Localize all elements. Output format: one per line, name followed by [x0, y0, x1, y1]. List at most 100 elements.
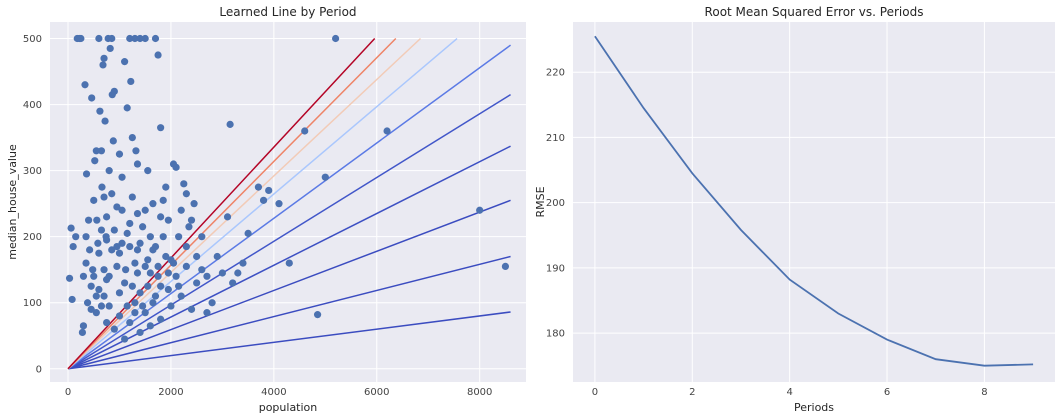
data-point [69, 242, 77, 251]
data-point [187, 305, 196, 313]
scatter-plot-area [50, 22, 526, 382]
y-tick-label: 0 [36, 364, 42, 375]
data-point [213, 252, 221, 261]
data-point [110, 87, 118, 95]
data-point [167, 302, 175, 310]
data-point [123, 302, 131, 310]
data-point [132, 147, 140, 155]
learned-line-period-7 [67, 37, 422, 370]
data-point [301, 127, 309, 135]
data-point [121, 58, 129, 66]
rmse-y-ticks: 180 190 200 210 220 [546, 68, 565, 340]
data-point [123, 229, 131, 237]
data-point [126, 34, 134, 43]
x-tick-label: 0 [65, 387, 71, 398]
data-point [285, 259, 293, 267]
data-point [77, 34, 85, 43]
data-point [110, 325, 118, 333]
data-point [180, 180, 188, 188]
data-point [229, 279, 237, 287]
data-point [108, 190, 116, 198]
data-point [97, 302, 106, 310]
rmse-title: Root Mean Squared Error vs. Periods [705, 5, 924, 19]
data-point [110, 226, 118, 234]
data-point [313, 311, 322, 319]
data-point [94, 239, 102, 247]
rmse-plot-area [573, 22, 1055, 382]
y-tick-label: 190 [546, 263, 565, 274]
data-point [91, 157, 99, 165]
data-point [151, 292, 160, 300]
data-point [198, 266, 206, 274]
data-point [101, 117, 109, 125]
learned-line-period-1 [67, 255, 511, 370]
data-point [136, 239, 144, 247]
data-point [164, 269, 172, 277]
data-point [162, 252, 170, 261]
data-point [82, 170, 91, 178]
data-point [106, 44, 114, 53]
data-point [123, 104, 131, 112]
scatter-x-ticks: 0 2000 4000 6000 8000 [65, 387, 493, 398]
data-point [193, 279, 201, 287]
data-point [115, 150, 124, 158]
data-point [141, 309, 149, 317]
data-point [126, 219, 134, 228]
scatter-y-ticks: 0 100 200 300 400 500 [23, 34, 42, 375]
data-point [383, 127, 391, 135]
data-point [78, 328, 87, 337]
data-point [157, 213, 165, 221]
x-tick-label: 6 [884, 387, 890, 398]
data-point [97, 147, 106, 155]
data-point [99, 61, 107, 69]
data-point [93, 216, 101, 224]
y-tick-label: 200 [23, 232, 42, 243]
data-point [226, 120, 234, 128]
x-tick-label: 2000 [158, 387, 183, 398]
data-point [128, 133, 136, 142]
y-tick-label: 220 [546, 68, 565, 79]
data-point [88, 94, 96, 102]
data-point [182, 242, 190, 251]
data-point [501, 262, 510, 271]
data-point [95, 249, 103, 257]
data-point [177, 206, 185, 214]
data-point [185, 223, 193, 231]
data-point [157, 124, 165, 132]
learned-line-period-8 [67, 37, 397, 370]
data-point [127, 77, 135, 86]
data-point [141, 34, 149, 43]
data-point [118, 239, 126, 247]
x-tick-label: 2 [689, 387, 695, 398]
data-point [149, 246, 157, 254]
data-point [144, 282, 152, 290]
learned-line-period-0 [67, 311, 511, 370]
data-point [203, 272, 211, 280]
data-point [100, 266, 108, 274]
y-tick-label: 210 [546, 133, 565, 144]
data-point [72, 233, 80, 241]
rmse-y-label: RMSE [534, 186, 547, 217]
data-point [108, 34, 116, 43]
data-point [141, 206, 149, 214]
scatter-points [65, 34, 510, 343]
data-point [190, 200, 198, 208]
data-point [133, 269, 142, 277]
learned-line-period-5 [67, 44, 512, 370]
data-point [118, 206, 126, 214]
data-point [136, 328, 144, 337]
data-point [139, 302, 147, 310]
data-point [95, 34, 103, 43]
learned-line-period-4 [67, 94, 511, 370]
data-point [332, 34, 340, 43]
data-point [128, 193, 136, 201]
data-point [254, 183, 263, 191]
data-point [133, 246, 142, 254]
y-tick-label: 400 [23, 100, 42, 111]
data-point [133, 209, 142, 218]
rmse-x-label: Periods [794, 401, 834, 414]
data-point [244, 229, 252, 237]
data-point [193, 252, 201, 261]
data-point [97, 226, 106, 234]
